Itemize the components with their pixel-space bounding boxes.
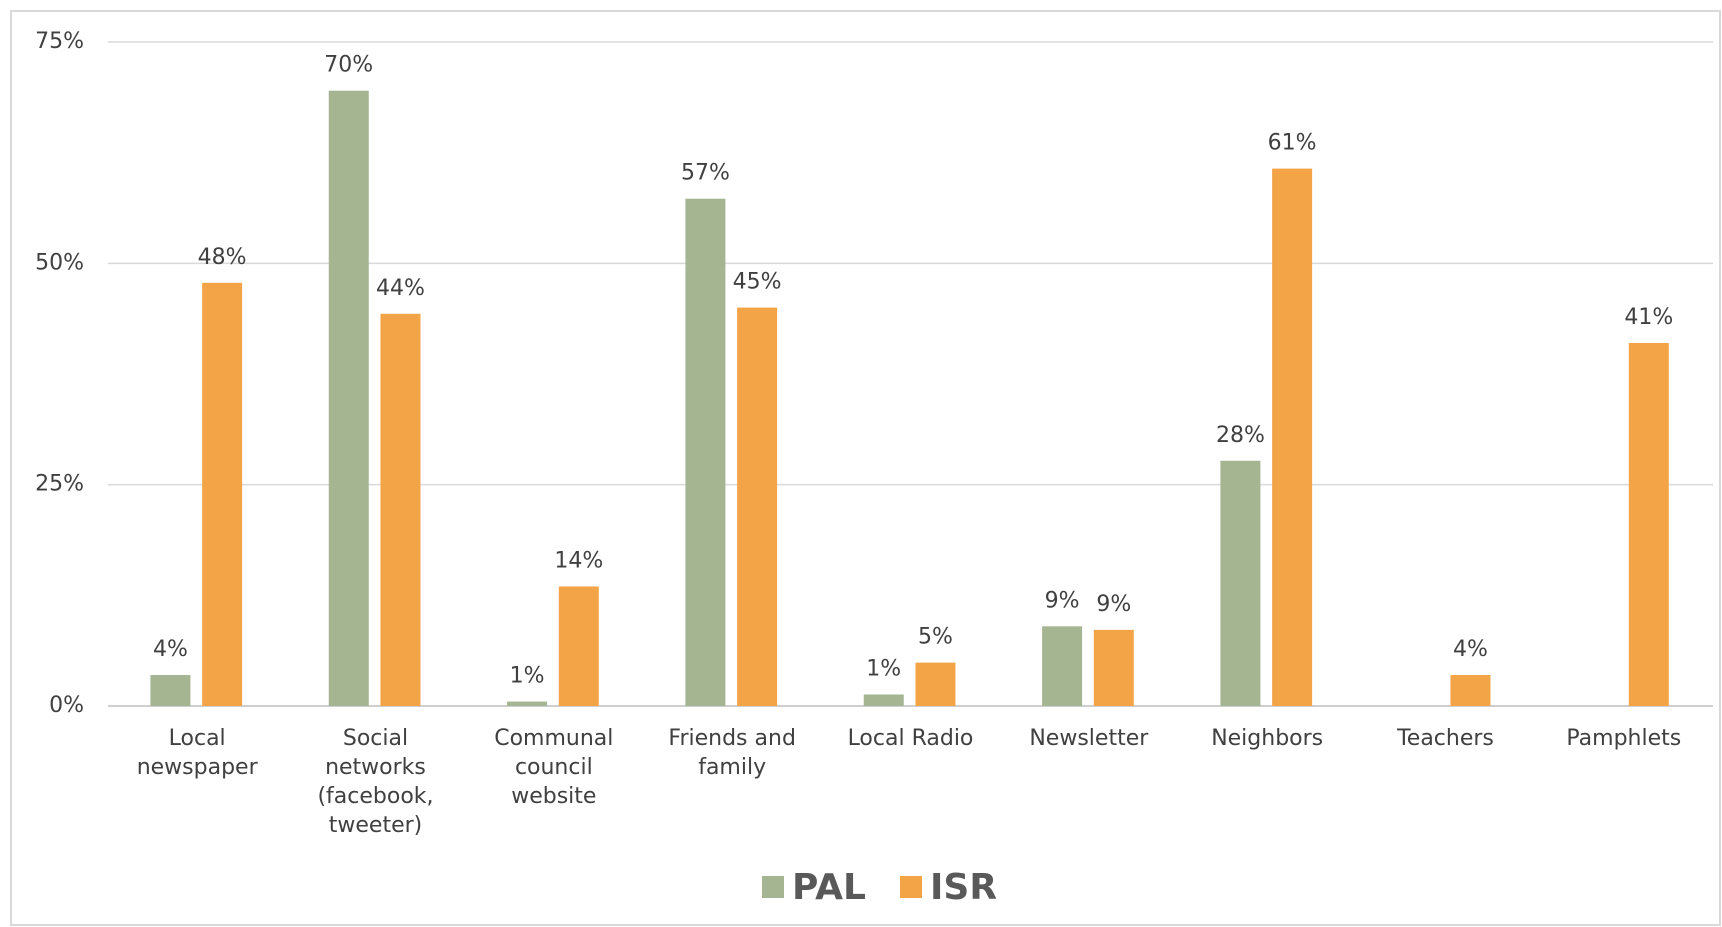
data-label: 9%: [1096, 592, 1131, 617]
data-label: 41%: [1624, 305, 1673, 330]
legend-label: PAL: [792, 867, 866, 908]
y-tick-label: 25%: [35, 472, 84, 497]
bar: [685, 198, 726, 707]
bar: [202, 282, 243, 706]
x-tick-label: Pamphlets: [1566, 726, 1682, 751]
bar: [1093, 629, 1134, 706]
bar: [1628, 343, 1669, 706]
bar: [150, 675, 191, 706]
legend-swatch: [900, 876, 922, 898]
data-label: 9%: [1045, 588, 1080, 613]
bar: [558, 586, 599, 706]
x-tick-label: Friends and family: [668, 726, 796, 780]
data-label: 4%: [153, 637, 188, 662]
data-label: 14%: [554, 548, 603, 573]
x-tick-label: Neighbors: [1211, 726, 1324, 751]
data-label: 61%: [1268, 131, 1317, 156]
bar: [737, 307, 778, 706]
data-label: 44%: [376, 276, 425, 301]
bar: [328, 90, 369, 706]
data-label: 5%: [918, 625, 953, 650]
bar: [507, 701, 548, 706]
data-label: 1%: [510, 664, 545, 689]
bar: [1272, 168, 1313, 706]
data-label: 1%: [866, 656, 901, 681]
x-tick-label: Local newspaper: [136, 726, 258, 780]
data-label: 70%: [324, 53, 373, 78]
data-label: 28%: [1216, 423, 1265, 448]
x-tick-label: Local Radio: [847, 726, 974, 751]
legend-swatch: [762, 876, 784, 898]
y-tick-label: 50%: [35, 250, 84, 275]
data-label: 45%: [733, 270, 782, 295]
data-label: 4%: [1453, 637, 1488, 662]
bar: [1042, 626, 1083, 706]
data-label: 48%: [198, 245, 247, 270]
x-tick-label: Communal council website: [494, 726, 614, 809]
x-tick-label: Newsletter: [1029, 726, 1149, 751]
legend-label: ISR: [930, 867, 997, 908]
bar: [380, 313, 421, 706]
data-label: 57%: [681, 161, 730, 186]
chart-border: [10, 10, 1721, 926]
bar: [1450, 675, 1491, 706]
y-tick-label: 75%: [35, 29, 84, 54]
y-tick-label: 0%: [49, 693, 84, 718]
bar: [915, 662, 956, 706]
bar: [1220, 460, 1261, 706]
bar: [863, 694, 904, 706]
x-tick-label: Social networks (facebook, tweeter): [317, 726, 434, 838]
x-tick-label: Teachers: [1397, 726, 1494, 751]
